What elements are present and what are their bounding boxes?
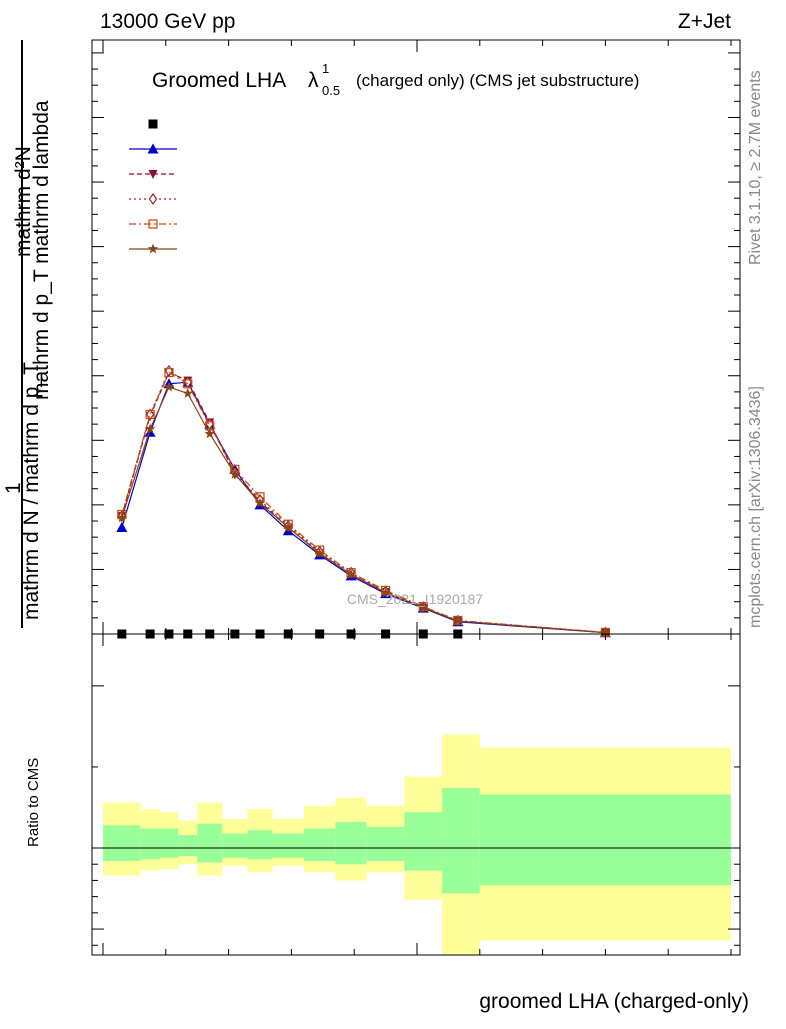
series-line-default bbox=[121, 381, 606, 634]
chart-title: Groomed LHA λ 1 0.5 (charged only) (CMS … bbox=[152, 61, 639, 98]
series-point-au2m bbox=[229, 468, 241, 479]
title-main: Groomed LHA bbox=[152, 69, 286, 92]
inner-band-bin-10 bbox=[366, 826, 405, 861]
ylabel-part-1: mathrm d²N bbox=[12, 146, 35, 257]
series-point-au2m bbox=[254, 497, 266, 508]
ratio-panel-axes bbox=[92, 634, 740, 955]
series-point-au2loxx bbox=[183, 379, 193, 389]
title-subscript: 0.5 bbox=[322, 83, 340, 98]
title-rest: (charged only) (CMS jet substructure) bbox=[356, 71, 639, 90]
ratio-yaxis-label: Ratio to CMS bbox=[25, 758, 42, 847]
ylabel-part-4: mathrm d p_T mathrm d lambda bbox=[30, 100, 53, 400]
series-line-au2loxx bbox=[121, 371, 606, 634]
inner-band-bin-1 bbox=[140, 828, 160, 860]
legend-marker-cms bbox=[148, 119, 158, 129]
series-point-au2m bbox=[182, 387, 194, 398]
series-point-default bbox=[144, 426, 156, 437]
series-point-au2loxx bbox=[164, 367, 174, 378]
process-label: Z+Jet bbox=[678, 10, 731, 33]
series-point-au2m bbox=[116, 512, 128, 523]
series-point-au2m bbox=[204, 428, 215, 439]
ylabel-part-3: mathrm d N / mathrm d p_T bbox=[20, 362, 43, 620]
inner-band-bin-6 bbox=[247, 830, 273, 860]
series-point-au2m bbox=[380, 587, 391, 598]
inner-band-bin-0 bbox=[103, 825, 141, 861]
legend bbox=[129, 119, 177, 254]
series-point-au2m bbox=[345, 568, 357, 579]
series-point-au2m bbox=[163, 381, 175, 392]
legend-marker-au2loxx bbox=[148, 219, 158, 229]
series-point-default bbox=[116, 521, 128, 532]
ratio-panel bbox=[91, 633, 741, 956]
mcplots-label: mcplots.cern.ch [arXiv:1306.3436] bbox=[747, 386, 764, 628]
inner-band-bin-9 bbox=[335, 822, 367, 865]
rivet-label: Rivet 3.1.10, ≥ 2.7M events bbox=[747, 70, 764, 265]
legend-marker-au2lox bbox=[148, 192, 158, 206]
main-yaxis-label: mathrm d²N mathrm d p_T mathrm d lambda … bbox=[2, 40, 53, 628]
ratio-uncertainty-bands bbox=[103, 734, 731, 955]
series-line-au2lox bbox=[121, 370, 606, 634]
inner-band-bin-3 bbox=[178, 835, 198, 857]
main-panel bbox=[91, 39, 741, 635]
series-line-au2m bbox=[121, 386, 606, 634]
main-panel-frame bbox=[91, 39, 741, 635]
legend-marker-default bbox=[147, 143, 159, 154]
legend-marker-au2 bbox=[148, 170, 158, 179]
series-point-au2m bbox=[418, 602, 429, 612]
ratio-panel-frame bbox=[91, 633, 741, 956]
series-point-au2m bbox=[600, 627, 611, 637]
series-point-au2m bbox=[314, 547, 325, 558]
inner-band-bin-2 bbox=[159, 828, 179, 858]
inner-band-bin-5 bbox=[222, 833, 248, 858]
series-point-au2m bbox=[283, 521, 294, 532]
inner-band-bin-7 bbox=[272, 833, 304, 858]
inner-band-bin-4 bbox=[197, 823, 223, 863]
ylabel-part-2: 1 bbox=[2, 482, 25, 494]
inner-band-bin-13 bbox=[479, 794, 731, 886]
energy-label: 13000 GeV pp bbox=[100, 10, 235, 33]
title-symbol: λ bbox=[308, 69, 319, 92]
inner-band-bin-8 bbox=[303, 828, 336, 861]
xaxis-label: groomed LHA (charged-only) bbox=[479, 990, 749, 1013]
series-point-au2loxx bbox=[145, 409, 155, 420]
analysis-watermark: CMS_2021_I1920187 bbox=[347, 591, 483, 607]
title-superscript: 1 bbox=[322, 61, 329, 76]
main-panel-yaxis bbox=[92, 40, 740, 635]
inner-band-bin-11 bbox=[404, 812, 443, 871]
main-panel-series bbox=[116, 364, 611, 639]
legend-marker-au2m bbox=[147, 243, 159, 254]
series-point-au2m bbox=[144, 423, 156, 434]
inner-band-bin-12 bbox=[442, 788, 480, 894]
series-point-au2m bbox=[452, 615, 464, 626]
svg-text:Groomed LHA: Groomed LHA bbox=[152, 69, 286, 92]
